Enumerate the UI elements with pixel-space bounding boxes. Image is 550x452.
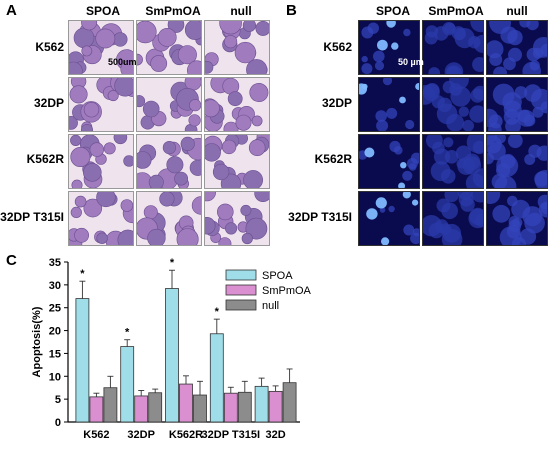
legend-label-smpmoa: SmPmOA [262,285,312,297]
bar-smpmoa-0 [89,396,104,423]
y-tick-label-10: 10 [49,371,61,383]
dapi-stain-image-r3-c2 [486,191,548,246]
he-stain-image-r3-c1 [136,191,202,246]
significance-star-1: * [125,327,130,339]
panel-a-row-k562r: K562R [26,152,64,166]
dapi-stain-image-r3-c1 [422,191,484,246]
dapi-stain-image-r2-c0 [358,134,420,189]
legend-label-null: null [262,300,279,312]
panel-b-row-k562: K562 [323,40,352,54]
panel-a-col-null: null [230,4,252,18]
bar-spoa-4 [254,385,269,423]
bar-smpmoa-2 [179,383,193,423]
dapi-stain-image-r0-c2 [486,20,548,75]
y-tick-label-25: 25 [49,303,61,315]
y-axis-title: Apoptosis(%) [31,306,43,377]
bar-smpmoa-3 [223,392,238,423]
he-stain-image-r3-c0 [68,191,134,246]
significance-star-3: * [215,306,220,318]
panel-b-row-32dp: 32DP [321,96,352,110]
y-tick-label-20: 20 [49,326,61,338]
dapi-stain-image-r1-c0 [358,77,420,132]
panel-a-col-spoa: SPOA [85,4,120,18]
x-tick-label-2: K562R [169,429,203,441]
he-stain-image-r2-c0 [68,134,134,189]
y-tick-label-30: 30 [49,280,61,292]
legend-swatch-null [225,299,257,311]
panel-a-row-32dp: 32DP [33,96,64,110]
panel-b-scale-bar-label: 50 µm [398,57,424,67]
significance-star-0: * [80,268,85,280]
panel-b-col-smpmoa: SmPmOA [428,4,484,18]
panel-b-row-32dp-t315i: 32DP T315I [288,210,352,224]
legend-label-spoa: SPOA [262,270,293,282]
bar-smpmoa-4 [268,390,283,423]
he-stain-image-r0-c2 [204,20,270,75]
he-stain-image-r3-c2 [204,191,270,246]
bar-null-4 [282,382,297,423]
he-stain-image-r0-c0 [68,20,134,75]
dapi-stain-image-r1-c2 [486,77,548,132]
dapi-stain-image-r0-c0 [358,20,420,75]
panel-c-letter: C [6,252,17,269]
legend-swatch-spoa [225,269,257,281]
panel-b-row-k562r: K562R [314,152,352,166]
panel-b-letter: B [286,2,297,19]
bar-null-1 [148,392,163,423]
x-tick-label-0: K562 [83,429,109,441]
panel-b-col-null: null [506,4,528,18]
he-stain-image-r2-c2 [204,134,270,189]
he-stain-image-r2-c1 [136,134,202,189]
bar-null-0 [103,387,118,423]
he-stain-image-r1-c2 [204,77,270,132]
panel-a-col-smpmoa: SmPmOA [145,4,201,18]
panel-a-row-32dp-t315i: 32DP T315I [0,210,64,224]
bar-spoa-3 [209,333,224,423]
apoptosis-bar-chart: 0 5 10 15 20 25 30 35 Apoptosis(%) * K562 * 32DP * K56… [31,257,312,441]
x-tick-label-3: 32DP T315I [202,429,261,441]
he-stain-image-r0-c1 [136,20,202,75]
x-tick-label-1: 32DP [127,429,155,441]
y-tick-label-0: 0 [55,417,61,429]
bar-spoa-1 [120,346,135,423]
dapi-stain-image-r2-c2 [486,134,548,189]
bar-smpmoa-1 [134,395,149,423]
y-tick-label-15: 15 [49,348,61,360]
panel-b-col-spoa: SPOA [375,4,410,18]
y-tick-label-35: 35 [49,257,61,269]
legend-swatch-smpmoa [225,284,257,296]
dapi-stain-image-r3-c0 [358,191,420,246]
panel-a-scale-bar-label: 500um [108,57,137,67]
bar-spoa-2 [165,288,179,423]
dapi-stain-image-r1-c1 [422,77,484,132]
bar-null-3 [237,391,252,423]
bar-spoa-0 [75,298,90,423]
bar-null-2 [193,394,207,423]
panel-a-letter: A [6,2,17,19]
panel-a-row-k562: K562 [35,40,64,54]
dapi-stain-image-r2-c1 [422,134,484,189]
x-tick-label-4: 32D [266,429,286,441]
significance-star-2: * [170,257,175,269]
he-stain-image-r1-c1 [136,77,202,132]
dapi-stain-image-r0-c1 [422,20,484,75]
he-stain-image-r1-c0 [68,77,134,132]
y-tick-label-5: 5 [55,394,61,406]
